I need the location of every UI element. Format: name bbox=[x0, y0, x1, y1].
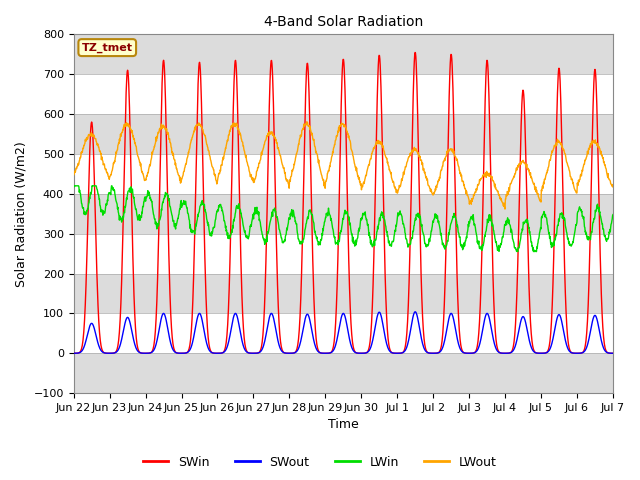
Bar bbox=[74, 234, 613, 274]
Title: 4-Band Solar Radiation: 4-Band Solar Radiation bbox=[264, 15, 423, 29]
Bar bbox=[74, 274, 613, 313]
Bar bbox=[74, 154, 613, 194]
Bar bbox=[74, 114, 613, 154]
Bar bbox=[74, 194, 613, 234]
Bar bbox=[74, 353, 613, 393]
Bar bbox=[74, 35, 613, 74]
Bar bbox=[74, 313, 613, 353]
Y-axis label: Solar Radiation (W/m2): Solar Radiation (W/m2) bbox=[15, 141, 28, 287]
Bar bbox=[74, 74, 613, 114]
X-axis label: Time: Time bbox=[328, 419, 358, 432]
Text: TZ_tmet: TZ_tmet bbox=[82, 42, 132, 53]
Legend: SWin, SWout, LWin, LWout: SWin, SWout, LWin, LWout bbox=[138, 451, 502, 474]
